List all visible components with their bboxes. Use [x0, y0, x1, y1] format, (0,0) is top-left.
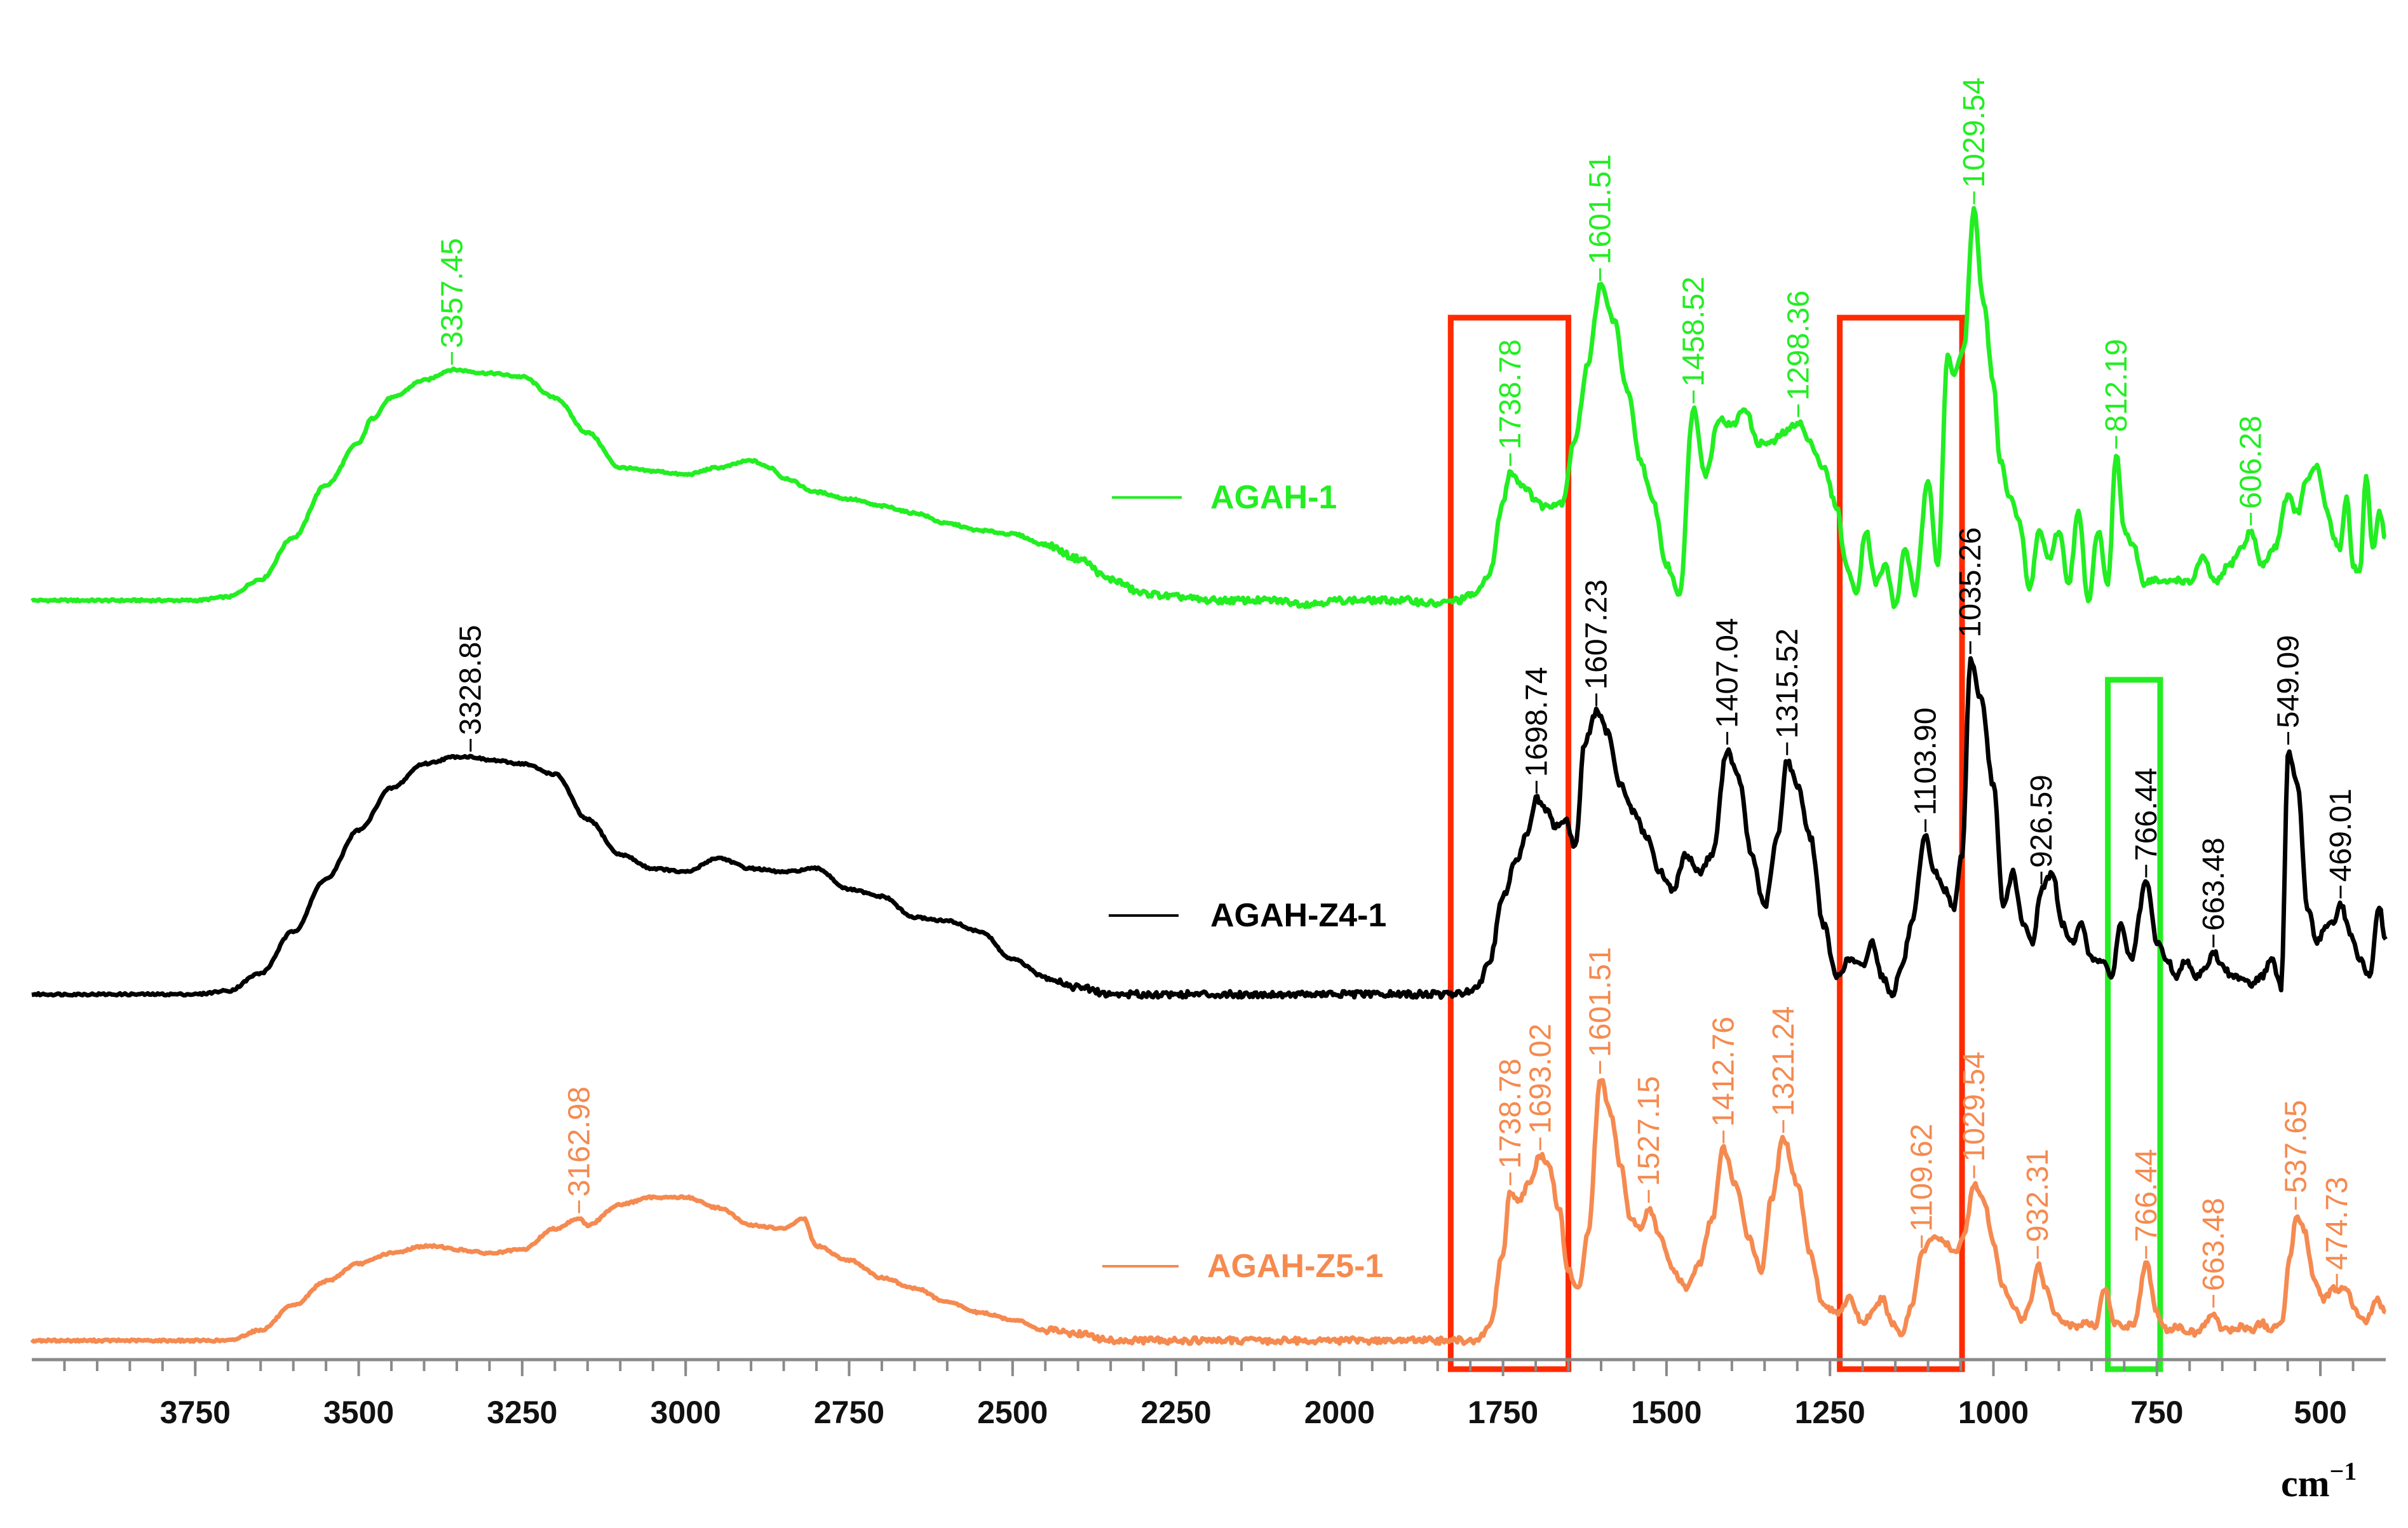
series-layer: [30, 206, 2388, 1346]
peak-label: 1693.02: [1524, 1024, 1557, 1134]
peak-label: 1035.26: [1954, 527, 1987, 638]
series-line-agah-z4-1: [31, 656, 2388, 1000]
peak-label: 1738.78: [1494, 339, 1527, 450]
x-tick-label: 2500: [977, 1395, 1048, 1430]
peak-label: 1029.54: [1958, 1051, 1991, 1162]
x-tick-label: 1500: [1631, 1395, 1701, 1430]
peak-label: 926.59: [2025, 774, 2059, 868]
x-tick-label: 750: [2130, 1395, 2183, 1430]
peak-label: 469.01: [2324, 788, 2358, 882]
x-tick-label: 2000: [1304, 1395, 1375, 1430]
legend-label: AGAH-Z4-1: [1210, 897, 1386, 934]
x-axis-unit-exponent: −1: [2330, 1457, 2357, 1485]
peak-label: 1315.52: [1771, 628, 1804, 739]
peak-label: 1412.76: [1707, 1017, 1741, 1127]
peak-label: 766.44: [2130, 1149, 2163, 1242]
peak-label: 1738.78: [1494, 1058, 1527, 1169]
x-tick-label: 2750: [814, 1395, 884, 1430]
peak-label: 812.19: [2100, 339, 2134, 432]
x-tick-label: 500: [2294, 1395, 2346, 1430]
x-axis: 3750 3500 3250 3000 2750 2500 2250 2000 1750 1500…: [32, 1358, 2386, 1430]
x-tick-label: 1750: [1468, 1395, 1538, 1430]
peak-label: 663.48: [2197, 837, 2231, 931]
x-tick-label: 1250: [1795, 1395, 1865, 1430]
highlight-box-1: [1447, 314, 1572, 1372]
peak-label: 932.31: [2021, 1149, 2055, 1242]
x-tick-label: 3750: [160, 1395, 231, 1430]
peak-label: 537.65: [2279, 1100, 2313, 1193]
x-tick-label: 3000: [651, 1395, 721, 1430]
peak-label: 1698.74: [1520, 666, 1553, 777]
peak-label: 1029.54: [1958, 78, 1991, 188]
legend-layer: AGAH-1 AGAH-Z4-1 AGAH-Z5-1: [1102, 479, 1386, 1285]
peak-label: 549.09: [2272, 635, 2306, 728]
peak-label: 1321.24: [1767, 1006, 1801, 1117]
peak-label: 766.44: [2130, 767, 2163, 861]
peak-label: 1407.04: [1711, 618, 1745, 728]
series-line-agah-z5-1: [30, 1078, 2386, 1346]
peak-label: 606.28: [2235, 416, 2268, 509]
x-tick-label: 3500: [323, 1395, 394, 1430]
x-tick-label: 3250: [487, 1395, 557, 1430]
peak-label: 1601.51: [1583, 154, 1617, 265]
peak-label: 1298.36: [1782, 290, 1815, 401]
peak-label: 1109.62: [1905, 1124, 1939, 1232]
x-tick-label: 2250: [1140, 1395, 1211, 1430]
peak-label: 1458.52: [1677, 276, 1711, 387]
legend-label: AGAH-1: [1210, 479, 1337, 516]
peak-label: 3328.85: [454, 625, 488, 735]
series-line-agah-1: [30, 206, 2387, 609]
x-tick-label: 1000: [1958, 1395, 2029, 1430]
legend-label: AGAH-Z5-1: [1207, 1248, 1383, 1285]
peak-label: 1607.23: [1580, 579, 1614, 690]
peak-label: 1527.15: [1632, 1076, 1666, 1186]
x-axis-unit-label: cm−1: [2281, 1457, 2357, 1504]
highlight-box-3: [2105, 677, 2163, 1372]
peak-label: 474.73: [2320, 1177, 2354, 1270]
peak-label: 1601.51: [1583, 947, 1617, 1057]
peak-label: 3162.98: [562, 1086, 596, 1197]
peak-label: 1103.90: [1909, 708, 1943, 816]
peak-label: 663.48: [2197, 1198, 2231, 1291]
peak-label-layer: 3357.45 1738.78 1601.51 1458.52 1298.36 1029.…: [435, 78, 2358, 1308]
x-axis-unit-text: cm: [2281, 1463, 2330, 1504]
peak-label: 3357.45: [435, 238, 469, 348]
